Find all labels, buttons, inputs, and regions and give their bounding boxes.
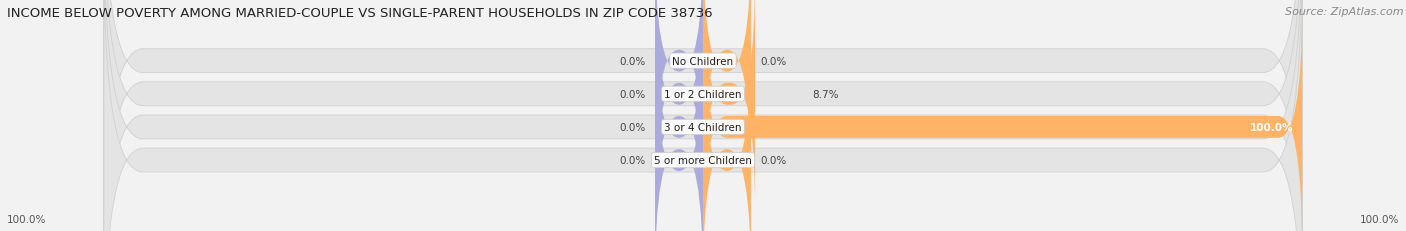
Text: 3 or 4 Children: 3 or 4 Children <box>664 122 742 132</box>
FancyBboxPatch shape <box>703 6 1302 231</box>
Text: 0.0%: 0.0% <box>620 122 647 132</box>
Text: 1 or 2 Children: 1 or 2 Children <box>664 89 742 99</box>
FancyBboxPatch shape <box>104 0 1302 231</box>
Text: No Children: No Children <box>672 56 734 66</box>
Text: 100.0%: 100.0% <box>7 214 46 224</box>
FancyBboxPatch shape <box>104 0 1302 231</box>
Text: 0.0%: 0.0% <box>620 56 647 66</box>
FancyBboxPatch shape <box>655 0 703 216</box>
FancyBboxPatch shape <box>104 0 1302 231</box>
FancyBboxPatch shape <box>703 0 755 216</box>
Text: 8.7%: 8.7% <box>813 89 838 99</box>
Text: 5 or more Children: 5 or more Children <box>654 155 752 165</box>
Text: INCOME BELOW POVERTY AMONG MARRIED-COUPLE VS SINGLE-PARENT HOUSEHOLDS IN ZIP COD: INCOME BELOW POVERTY AMONG MARRIED-COUPL… <box>7 7 713 20</box>
FancyBboxPatch shape <box>655 6 703 231</box>
FancyBboxPatch shape <box>104 0 1302 231</box>
Text: 0.0%: 0.0% <box>620 89 647 99</box>
FancyBboxPatch shape <box>655 39 703 231</box>
Text: 0.0%: 0.0% <box>759 56 786 66</box>
FancyBboxPatch shape <box>703 0 751 182</box>
FancyBboxPatch shape <box>703 39 751 231</box>
FancyBboxPatch shape <box>655 0 703 182</box>
Text: 100.0%: 100.0% <box>1250 122 1294 132</box>
Text: 0.0%: 0.0% <box>759 155 786 165</box>
Text: Source: ZipAtlas.com: Source: ZipAtlas.com <box>1285 7 1403 17</box>
Text: 0.0%: 0.0% <box>620 155 647 165</box>
Text: 100.0%: 100.0% <box>1360 214 1399 224</box>
